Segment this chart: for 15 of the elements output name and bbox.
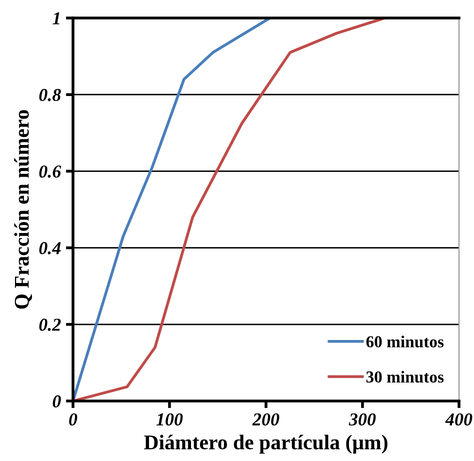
y-tick-label: 0.6: [39, 165, 62, 178]
x-tick-label: 0: [69, 413, 78, 426]
y-tick-label: 0.8: [39, 88, 61, 102]
x-axis-title: Diámtero de partícula (μm): [144, 434, 388, 454]
y-tick-label: 1: [52, 12, 60, 24]
y-tick-label: 0.4: [39, 242, 61, 254]
legend-label: 60 minutos: [366, 336, 444, 348]
x-tick-label: 100: [156, 413, 183, 426]
y-tick-label: 0.2: [39, 318, 61, 331]
y-tick-label: 0: [52, 395, 61, 408]
x-tick-label: 400: [445, 413, 472, 426]
legend-label: 30 minutos: [366, 370, 444, 383]
x-tick-label: 300: [348, 413, 376, 426]
x-tick-label: 200: [252, 413, 280, 426]
y-axis-title: Q Fracción en número: [14, 110, 32, 309]
